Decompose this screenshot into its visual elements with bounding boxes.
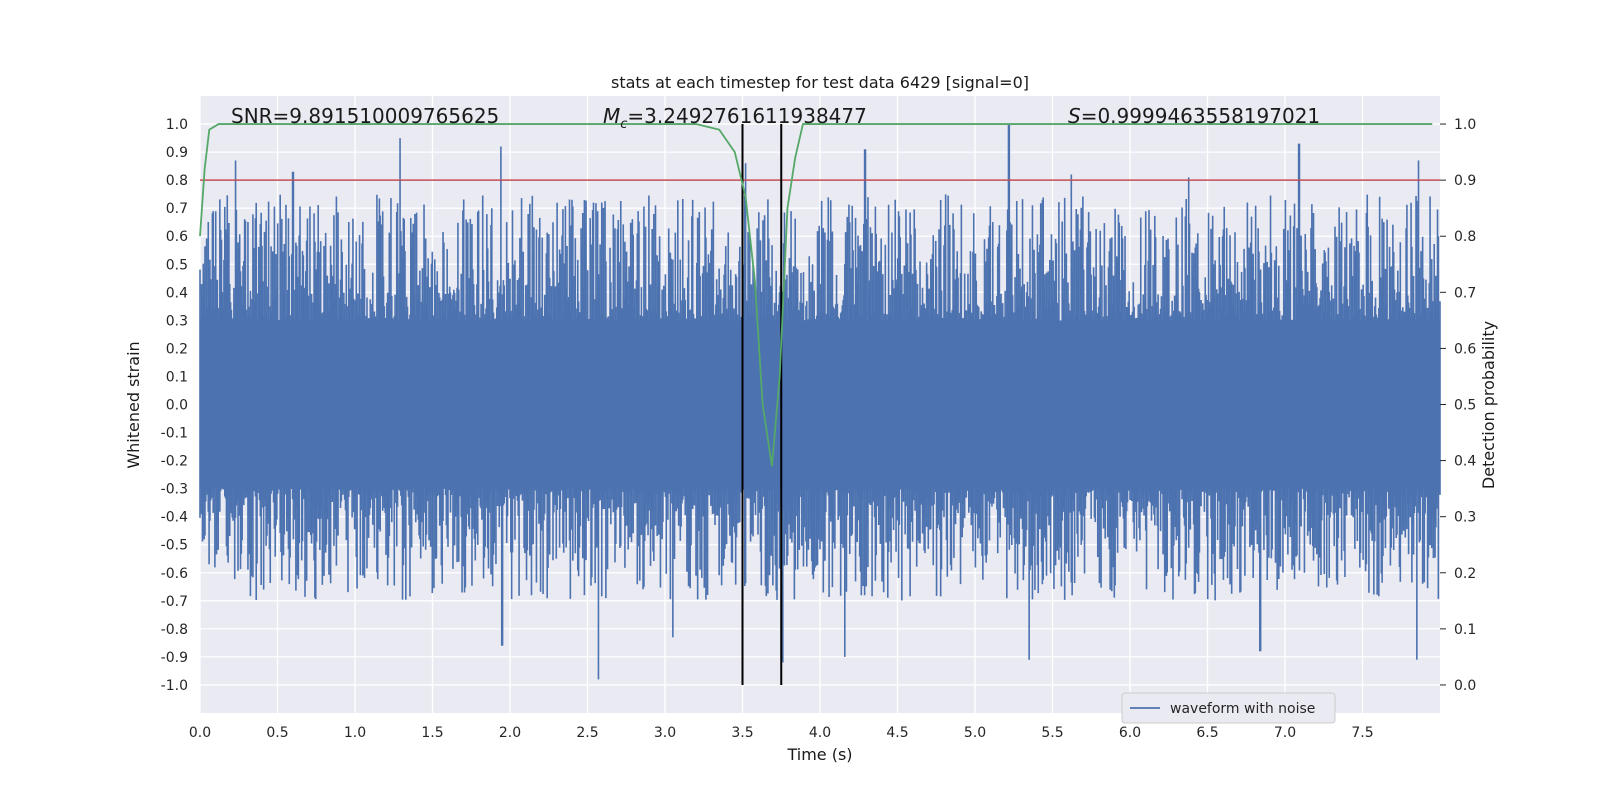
y-tick-label-right: 0.6 bbox=[1454, 341, 1476, 357]
y-tick-label-left: -0.9 bbox=[161, 650, 188, 666]
y-tick-label-left: -0.4 bbox=[161, 510, 188, 526]
score-symbol: S bbox=[1068, 104, 1081, 128]
y-tick-label-left: 1.0 bbox=[166, 117, 188, 133]
y-axis-label-right: Detection probability bbox=[1479, 321, 1498, 489]
chart-title: stats at each timestep for test data 642… bbox=[611, 73, 1029, 92]
y-tick-label-right: 1.0 bbox=[1454, 117, 1476, 133]
legend-label: waveform with noise bbox=[1170, 701, 1315, 717]
x-tick-label: 0.5 bbox=[266, 725, 288, 741]
y-tick-label-left: -0.1 bbox=[161, 426, 188, 442]
y-tick-label-left: 0.3 bbox=[166, 313, 188, 329]
waveform-with-noise-series bbox=[199, 124, 1441, 680]
y-tick-label-left: 0.0 bbox=[166, 398, 188, 414]
x-axis-label: Time (s) bbox=[786, 745, 852, 764]
reference-lines bbox=[200, 124, 1440, 685]
x-tick-label: 5.0 bbox=[964, 725, 986, 741]
x-tick-label: 4.0 bbox=[809, 725, 831, 741]
y-tick-label-left: 0.9 bbox=[166, 145, 188, 161]
chirp-mass-symbol: M bbox=[603, 104, 620, 128]
y-tick-label-right: 0.2 bbox=[1454, 566, 1476, 582]
y-tick-label-left: -0.5 bbox=[161, 538, 188, 554]
y-tick-label-left: 0.4 bbox=[166, 285, 188, 301]
x-tick-label: 7.0 bbox=[1274, 725, 1296, 741]
y-tick-label-right: 0.5 bbox=[1454, 398, 1476, 414]
y-tick-label-right: 0.7 bbox=[1454, 285, 1476, 301]
detection-probability-series bbox=[199, 123, 1433, 467]
x-tick-label: 7.5 bbox=[1351, 725, 1373, 741]
x-tick-label: 2.0 bbox=[499, 725, 521, 741]
x-tick-label: 1.5 bbox=[421, 725, 443, 741]
waveform-core-band bbox=[200, 325, 1440, 489]
x-tick-label: 3.0 bbox=[654, 725, 676, 741]
x-tick-label: 1.0 bbox=[344, 725, 366, 741]
x-tick-label: 3.5 bbox=[731, 725, 753, 741]
detection-probability-line bbox=[199, 123, 1433, 467]
y-tick-label-left: -1.0 bbox=[161, 678, 188, 694]
y-tick-label-right: 0.3 bbox=[1454, 510, 1476, 526]
chirp-mass-value: =3.2492761611938477 bbox=[627, 104, 866, 128]
y-tick-label-right: 0.1 bbox=[1454, 622, 1476, 638]
y-tick-label-left: 0.8 bbox=[166, 173, 188, 189]
y-tick-label-left: 0.1 bbox=[166, 369, 188, 385]
snr-annotation: SNR=9.891510009765625 bbox=[231, 104, 499, 128]
y-tick-label-left: -0.2 bbox=[161, 454, 188, 470]
legend-box bbox=[1121, 692, 1336, 724]
y-tick-label-left: 0.5 bbox=[166, 257, 188, 273]
y-tick-label-right: 0.8 bbox=[1454, 229, 1476, 245]
y-axis-label-left: Whitened strain bbox=[124, 341, 143, 468]
score-annotation: S=0.9999463558197021 bbox=[1068, 104, 1320, 128]
y-tick-label-left: 0.2 bbox=[166, 341, 188, 357]
y-tick-label-left: -0.6 bbox=[161, 566, 188, 582]
chirp-mass-subscript: c bbox=[620, 117, 627, 132]
y-tick-label-left: -0.8 bbox=[161, 622, 188, 638]
x-tick-label: 6.0 bbox=[1119, 725, 1141, 741]
x-tick-label: 5.5 bbox=[1041, 725, 1063, 741]
legend: waveform with noise bbox=[1121, 692, 1336, 724]
y-tick-label-left: -0.7 bbox=[161, 594, 188, 610]
x-tick-label: 2.5 bbox=[576, 725, 598, 741]
y-tick-label-left: 0.7 bbox=[166, 201, 188, 217]
chirp-mass-annotation: Mc=3.2492761611938477 bbox=[603, 104, 867, 132]
score-value: =0.9999463558197021 bbox=[1081, 104, 1320, 128]
x-tick-label: 0.0 bbox=[189, 725, 211, 741]
y-tick-label-left: 0.6 bbox=[166, 229, 188, 245]
y-tick-label-right: 0.9 bbox=[1454, 173, 1476, 189]
y-tick-label-right: 0.0 bbox=[1454, 678, 1476, 694]
x-tick-label: 4.5 bbox=[886, 725, 908, 741]
axes: 0.0 0.5 1.0 1.5 2.0 2.5 3.0 3.5 4.0 4.5 5.0 5.5 6.0 6… bbox=[161, 117, 1477, 741]
y-tick-label-left: -0.3 bbox=[161, 482, 188, 498]
x-tick-label: 6.5 bbox=[1196, 725, 1218, 741]
y-tick-label-right: 0.4 bbox=[1454, 454, 1476, 470]
